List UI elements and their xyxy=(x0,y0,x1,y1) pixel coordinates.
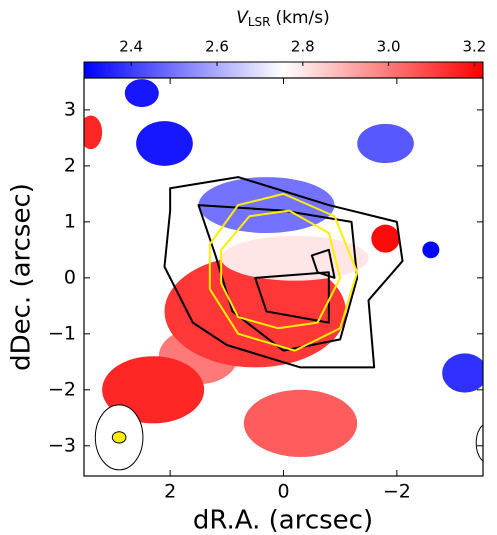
x-tick-label: −2 xyxy=(383,481,411,503)
colorbar xyxy=(83,61,484,79)
velocity-patch xyxy=(371,224,400,253)
colorbar-tick-label: 2.6 xyxy=(205,38,229,56)
velocity-patch xyxy=(442,353,483,393)
axes: 2.4 2.6 2.8 3.0 3.2 2 0 −2 3 2 1 0 −1 −2 −3 xyxy=(48,38,486,503)
contour xyxy=(163,176,404,369)
colorbar-symbol: V xyxy=(236,8,249,28)
y-tick-label: −3 xyxy=(48,434,76,456)
velocity-patch xyxy=(84,115,103,150)
y-tick-label: −2 xyxy=(48,378,76,400)
velocity-patch xyxy=(198,177,335,234)
colorbar-subscript: LSR xyxy=(248,15,271,29)
x-axis-label: dR.A. (arcsec) xyxy=(193,506,373,535)
contour xyxy=(208,192,359,352)
colorbar-tick-label: 2.4 xyxy=(119,38,143,56)
velocity-patch xyxy=(243,389,358,457)
colorbar-unit: (km/s) xyxy=(276,8,330,28)
x-tick-label: 2 xyxy=(164,481,176,503)
contour xyxy=(220,209,342,330)
velocity-patch xyxy=(124,79,159,108)
y-axis-label: dDec. (arcsec) xyxy=(7,183,37,371)
y-tick-label: 1 xyxy=(64,210,76,232)
velocity-patch xyxy=(136,121,193,166)
colorbar-label: VLSR (km/s) xyxy=(236,8,330,29)
y-tick-label: 2 xyxy=(64,154,76,176)
beam xyxy=(475,424,483,462)
colorbar-tick-label: 2.8 xyxy=(291,38,315,56)
y-tick-label: 0 xyxy=(64,266,76,288)
contour xyxy=(310,248,336,279)
beam xyxy=(111,431,127,444)
velocity-patch xyxy=(357,123,414,164)
colorbar-tick-label: 3.2 xyxy=(462,38,486,56)
x-tick-label: 0 xyxy=(277,481,289,503)
colorbar-tick-label: 3.0 xyxy=(377,38,401,56)
contour xyxy=(254,271,330,324)
y-tick-label: −1 xyxy=(48,322,76,344)
y-tick-label: 3 xyxy=(64,98,76,120)
velocity-patch xyxy=(422,241,440,259)
plot-area xyxy=(84,79,483,471)
